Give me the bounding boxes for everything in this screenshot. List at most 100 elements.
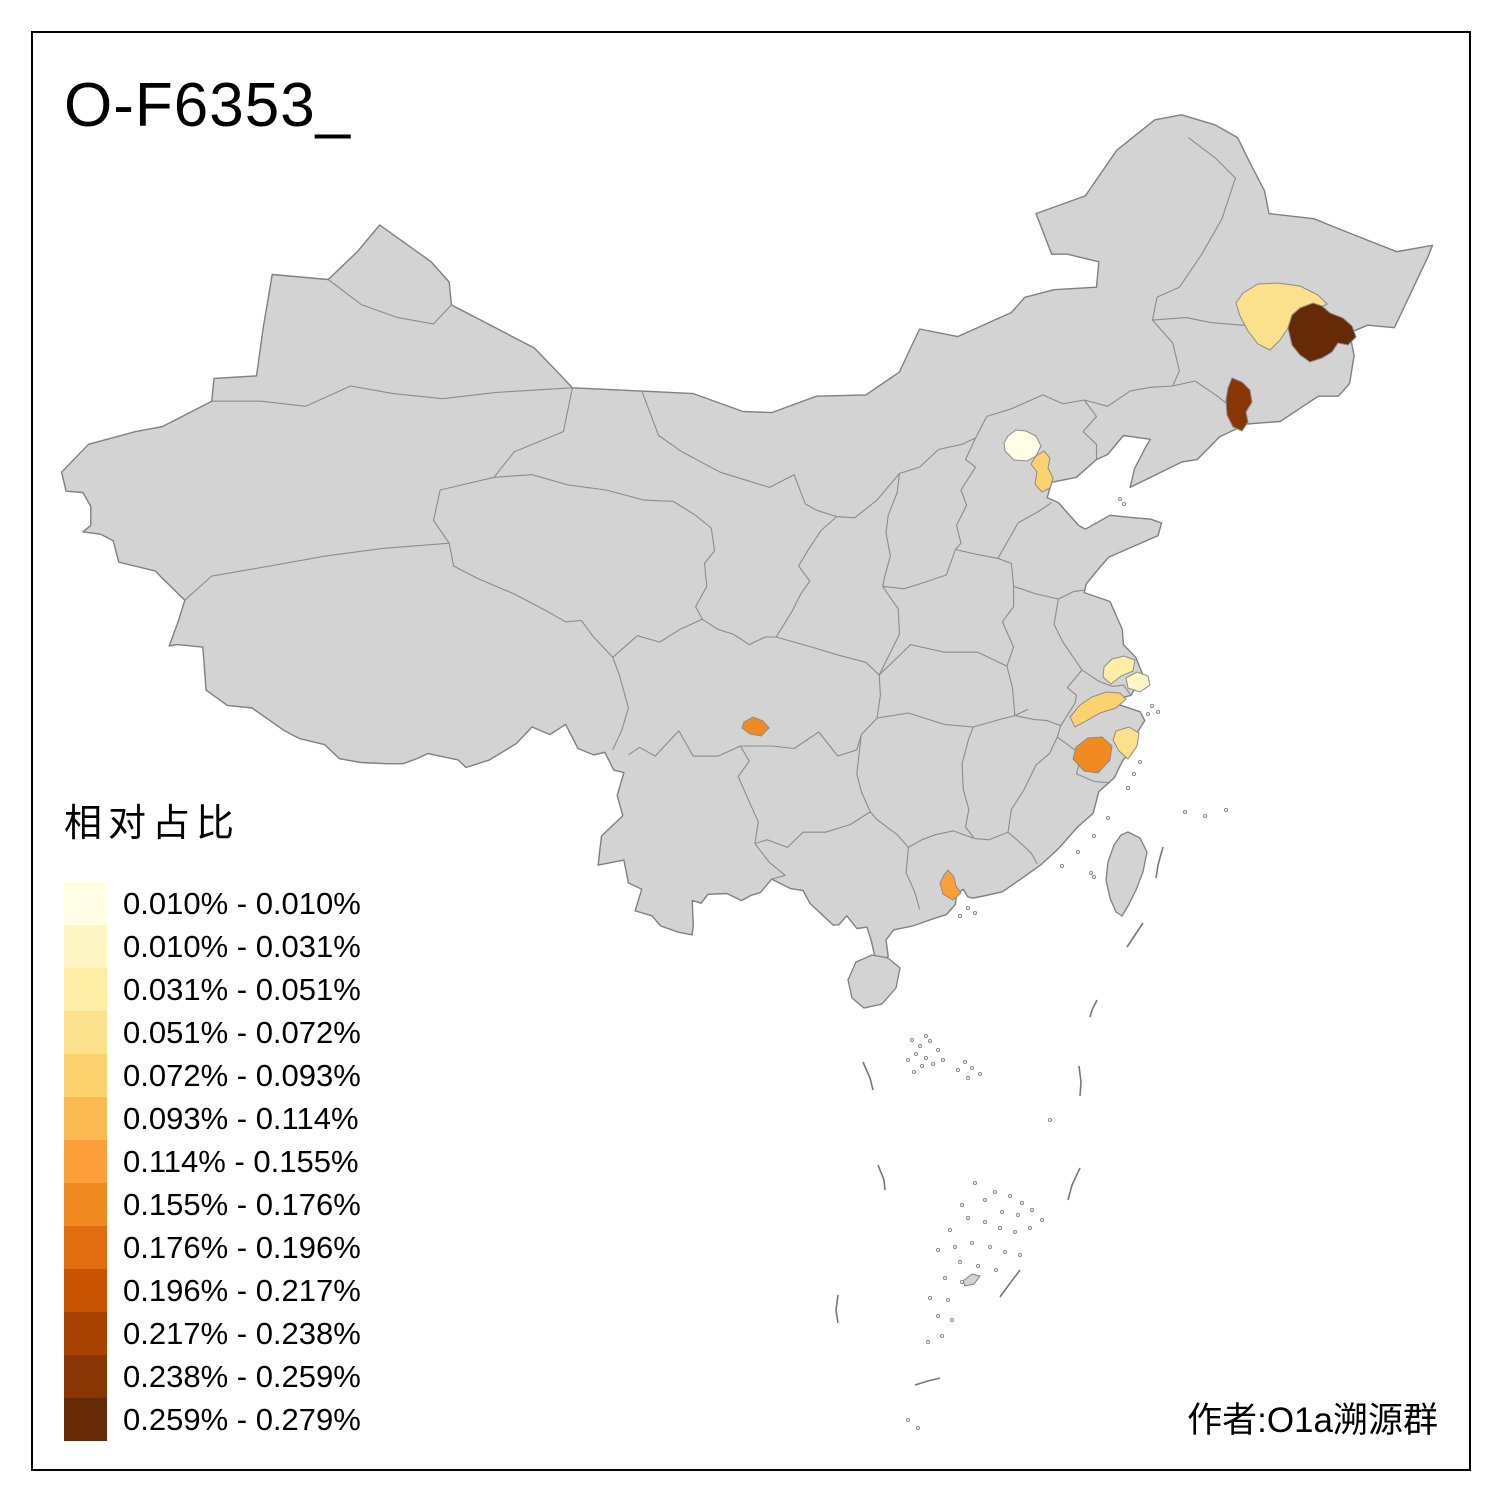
- region-zhejiang-east: [1112, 726, 1140, 760]
- province-border-line: [1151, 137, 1236, 371]
- island-dot: [926, 1340, 931, 1345]
- dash-segment: [835, 1294, 839, 1324]
- legend-item: 0.031% - 0.051%: [64, 968, 361, 1011]
- island-dot: [928, 1296, 933, 1301]
- province-border-line: [211, 385, 573, 407]
- province-border-line: [612, 618, 703, 658]
- island-dot: [958, 914, 963, 919]
- island-dot: [983, 1220, 988, 1225]
- island-dot: [1126, 786, 1131, 791]
- island-dot: [973, 1181, 978, 1186]
- island-dot: [1013, 1230, 1018, 1235]
- dash-segment: [999, 1269, 1021, 1298]
- island-dot: [1156, 710, 1161, 715]
- province-border-line: [1056, 736, 1111, 784]
- province-border-line: [955, 548, 999, 559]
- island-dot: [1224, 808, 1229, 813]
- province-border-line: [493, 474, 716, 620]
- legend-swatch: [64, 925, 107, 968]
- dash-segment: [1089, 999, 1098, 1018]
- dash-segment: [862, 1061, 874, 1091]
- legend-items: 0.010% - 0.010% 0.010% - 0.031% 0.031% - 0…: [64, 882, 361, 1441]
- legend-swatch: [64, 1398, 107, 1441]
- province-border-line: [997, 502, 1053, 559]
- legend-title: 相对占比: [64, 803, 241, 845]
- province-border-line: [628, 730, 741, 757]
- island-dot: [1106, 816, 1111, 821]
- legend-item: 0.093% - 0.114%: [64, 1097, 361, 1140]
- island-dot: [920, 1064, 925, 1069]
- province-border-line: [908, 830, 975, 848]
- province-border-line: [974, 831, 1009, 841]
- island-dot: [906, 1058, 911, 1063]
- island-dot: [1118, 496, 1123, 501]
- legend-item: 0.259% - 0.279%: [64, 1398, 361, 1441]
- legend-item: 0.217% - 0.238%: [64, 1312, 361, 1355]
- island-dot: [1008, 1194, 1013, 1199]
- island-dot: [946, 1298, 951, 1303]
- island-dot: [1089, 871, 1094, 876]
- island-dot: [943, 1276, 948, 1281]
- island-dot: [1092, 834, 1097, 839]
- island-dot: [1003, 1250, 1008, 1255]
- province-border-line: [997, 557, 1015, 587]
- island-dot: [998, 1226, 1003, 1231]
- region-zhejiang-north: [1069, 691, 1127, 728]
- region-tianjin: [1030, 450, 1054, 493]
- province-border-line: [641, 370, 1180, 519]
- province-border-line: [1007, 753, 1050, 855]
- island-dot: [1028, 1226, 1033, 1231]
- island-dot: [1020, 1201, 1025, 1206]
- island-dot: [960, 1203, 965, 1208]
- dash-segment: [1155, 846, 1164, 879]
- attribution: 作者:O1a溯源群: [1187, 1401, 1438, 1440]
- province-border-line: [954, 437, 977, 550]
- island-dot: [936, 1048, 941, 1053]
- province-border-line: [878, 585, 900, 676]
- region-heilongjiang-east: [1287, 302, 1357, 363]
- dash-segment: [877, 1164, 886, 1191]
- island-dot: [936, 1314, 941, 1319]
- island-dot: [914, 1052, 919, 1057]
- legend-label: 0.196% - 0.217%: [123, 1272, 361, 1308]
- province-border-line: [448, 543, 629, 751]
- plot-frame: [31, 31, 1471, 1471]
- legend-label: 0.051% - 0.072%: [123, 1014, 361, 1050]
- province-border-line: [878, 644, 1008, 676]
- island-dot: [966, 906, 971, 911]
- legend-item: 0.238% - 0.259%: [64, 1355, 361, 1398]
- island-dot: [953, 1245, 958, 1250]
- region-shanghai-area: [1125, 671, 1151, 693]
- island-dot: [963, 1060, 968, 1065]
- island-dot: [948, 1228, 953, 1233]
- island-dot: [960, 1280, 965, 1285]
- province-border-line: [754, 811, 871, 848]
- legend-swatch: [64, 1097, 107, 1140]
- island-dot: [941, 1058, 946, 1063]
- province-border-line: [1081, 669, 1132, 696]
- island-dot: [924, 1034, 929, 1039]
- legend-item: 0.010% - 0.010%: [64, 882, 361, 925]
- legend-swatch: [64, 1140, 107, 1183]
- province-border-line: [876, 674, 881, 719]
- province-border-line: [905, 847, 921, 910]
- province-border-line: [882, 473, 900, 587]
- island-dot: [994, 1268, 999, 1273]
- island-dot: [970, 1066, 975, 1071]
- plot-title: O-F6353_: [64, 71, 352, 140]
- island-dot: [906, 1418, 911, 1423]
- island-dot: [1138, 760, 1143, 765]
- island-dot: [1018, 1253, 1023, 1258]
- legend-label: 0.259% - 0.279%: [123, 1401, 361, 1437]
- legend-swatch: [64, 1269, 107, 1312]
- island-dot: [1203, 814, 1208, 819]
- legend-item: 0.155% - 0.176%: [64, 1183, 361, 1226]
- legend-label: 0.072% - 0.093%: [123, 1057, 361, 1093]
- highlighted-regions: [741, 282, 1357, 901]
- legend-label: 0.155% - 0.176%: [123, 1186, 361, 1222]
- province-border-line: [184, 387, 573, 601]
- province-border-line: [1006, 665, 1016, 716]
- province-border-line: [737, 745, 759, 844]
- island-dot: [1122, 501, 1127, 506]
